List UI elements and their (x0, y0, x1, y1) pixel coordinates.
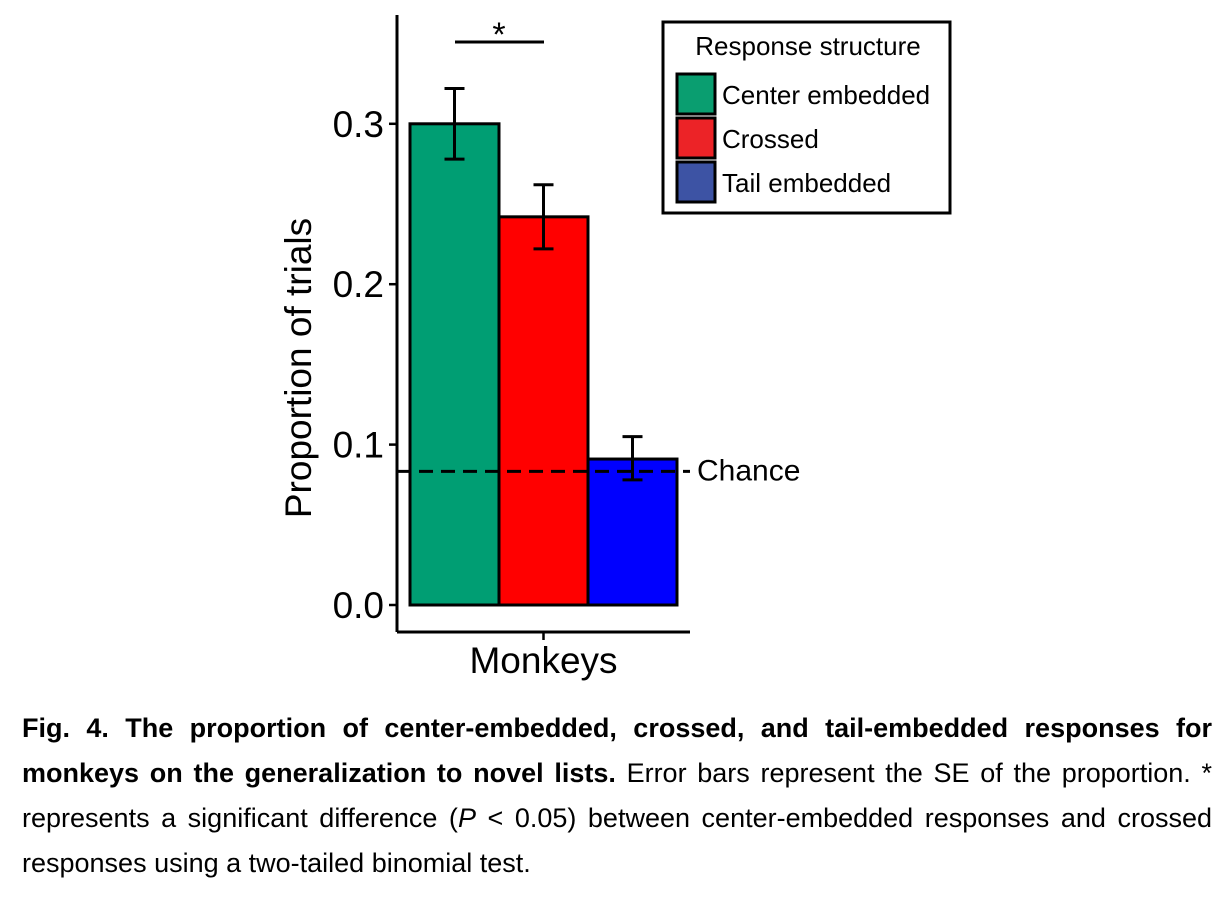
legend-swatch (675, 72, 717, 116)
legend-swatch (675, 160, 717, 204)
caption-title: Fig. 4. The proportion of center-embedde… (22, 713, 1212, 788)
legend-label: Tail embedded (722, 168, 891, 198)
figure-caption: Fig. 4. The proportion of center-embedde… (22, 706, 1212, 886)
y-axis-label: Proportion of trials (278, 218, 319, 518)
significance-marker: * (492, 16, 505, 54)
y-tick-label: 0.2 (333, 264, 384, 305)
legend-title: Response structure (695, 31, 920, 61)
y-tick-label: 0.0 (333, 585, 384, 626)
x-tick-label: Monkeys (469, 640, 617, 681)
y-tick-label: 0.1 (333, 425, 384, 466)
y-tick-label: 0.3 (333, 104, 384, 145)
bar-tail-embedded (586, 457, 679, 607)
caption-text-2: < 0.05) between center-embedded response… (22, 803, 1212, 878)
legend-label: Crossed (722, 124, 819, 154)
caption-p-symbol: P (457, 803, 476, 833)
legend-label: Center embedded (722, 80, 930, 110)
bar-center-embedded (408, 122, 501, 607)
caption-text-1: Error bars represent the SE of the propo… (22, 758, 1212, 833)
bar-chart: 0.0 0.1 0.2 0.3 Proportion of trials Monkeys C… (278, 15, 952, 681)
bar-crossed (497, 215, 590, 607)
legend-swatch (675, 116, 717, 160)
chance-label: Chance (697, 454, 800, 487)
